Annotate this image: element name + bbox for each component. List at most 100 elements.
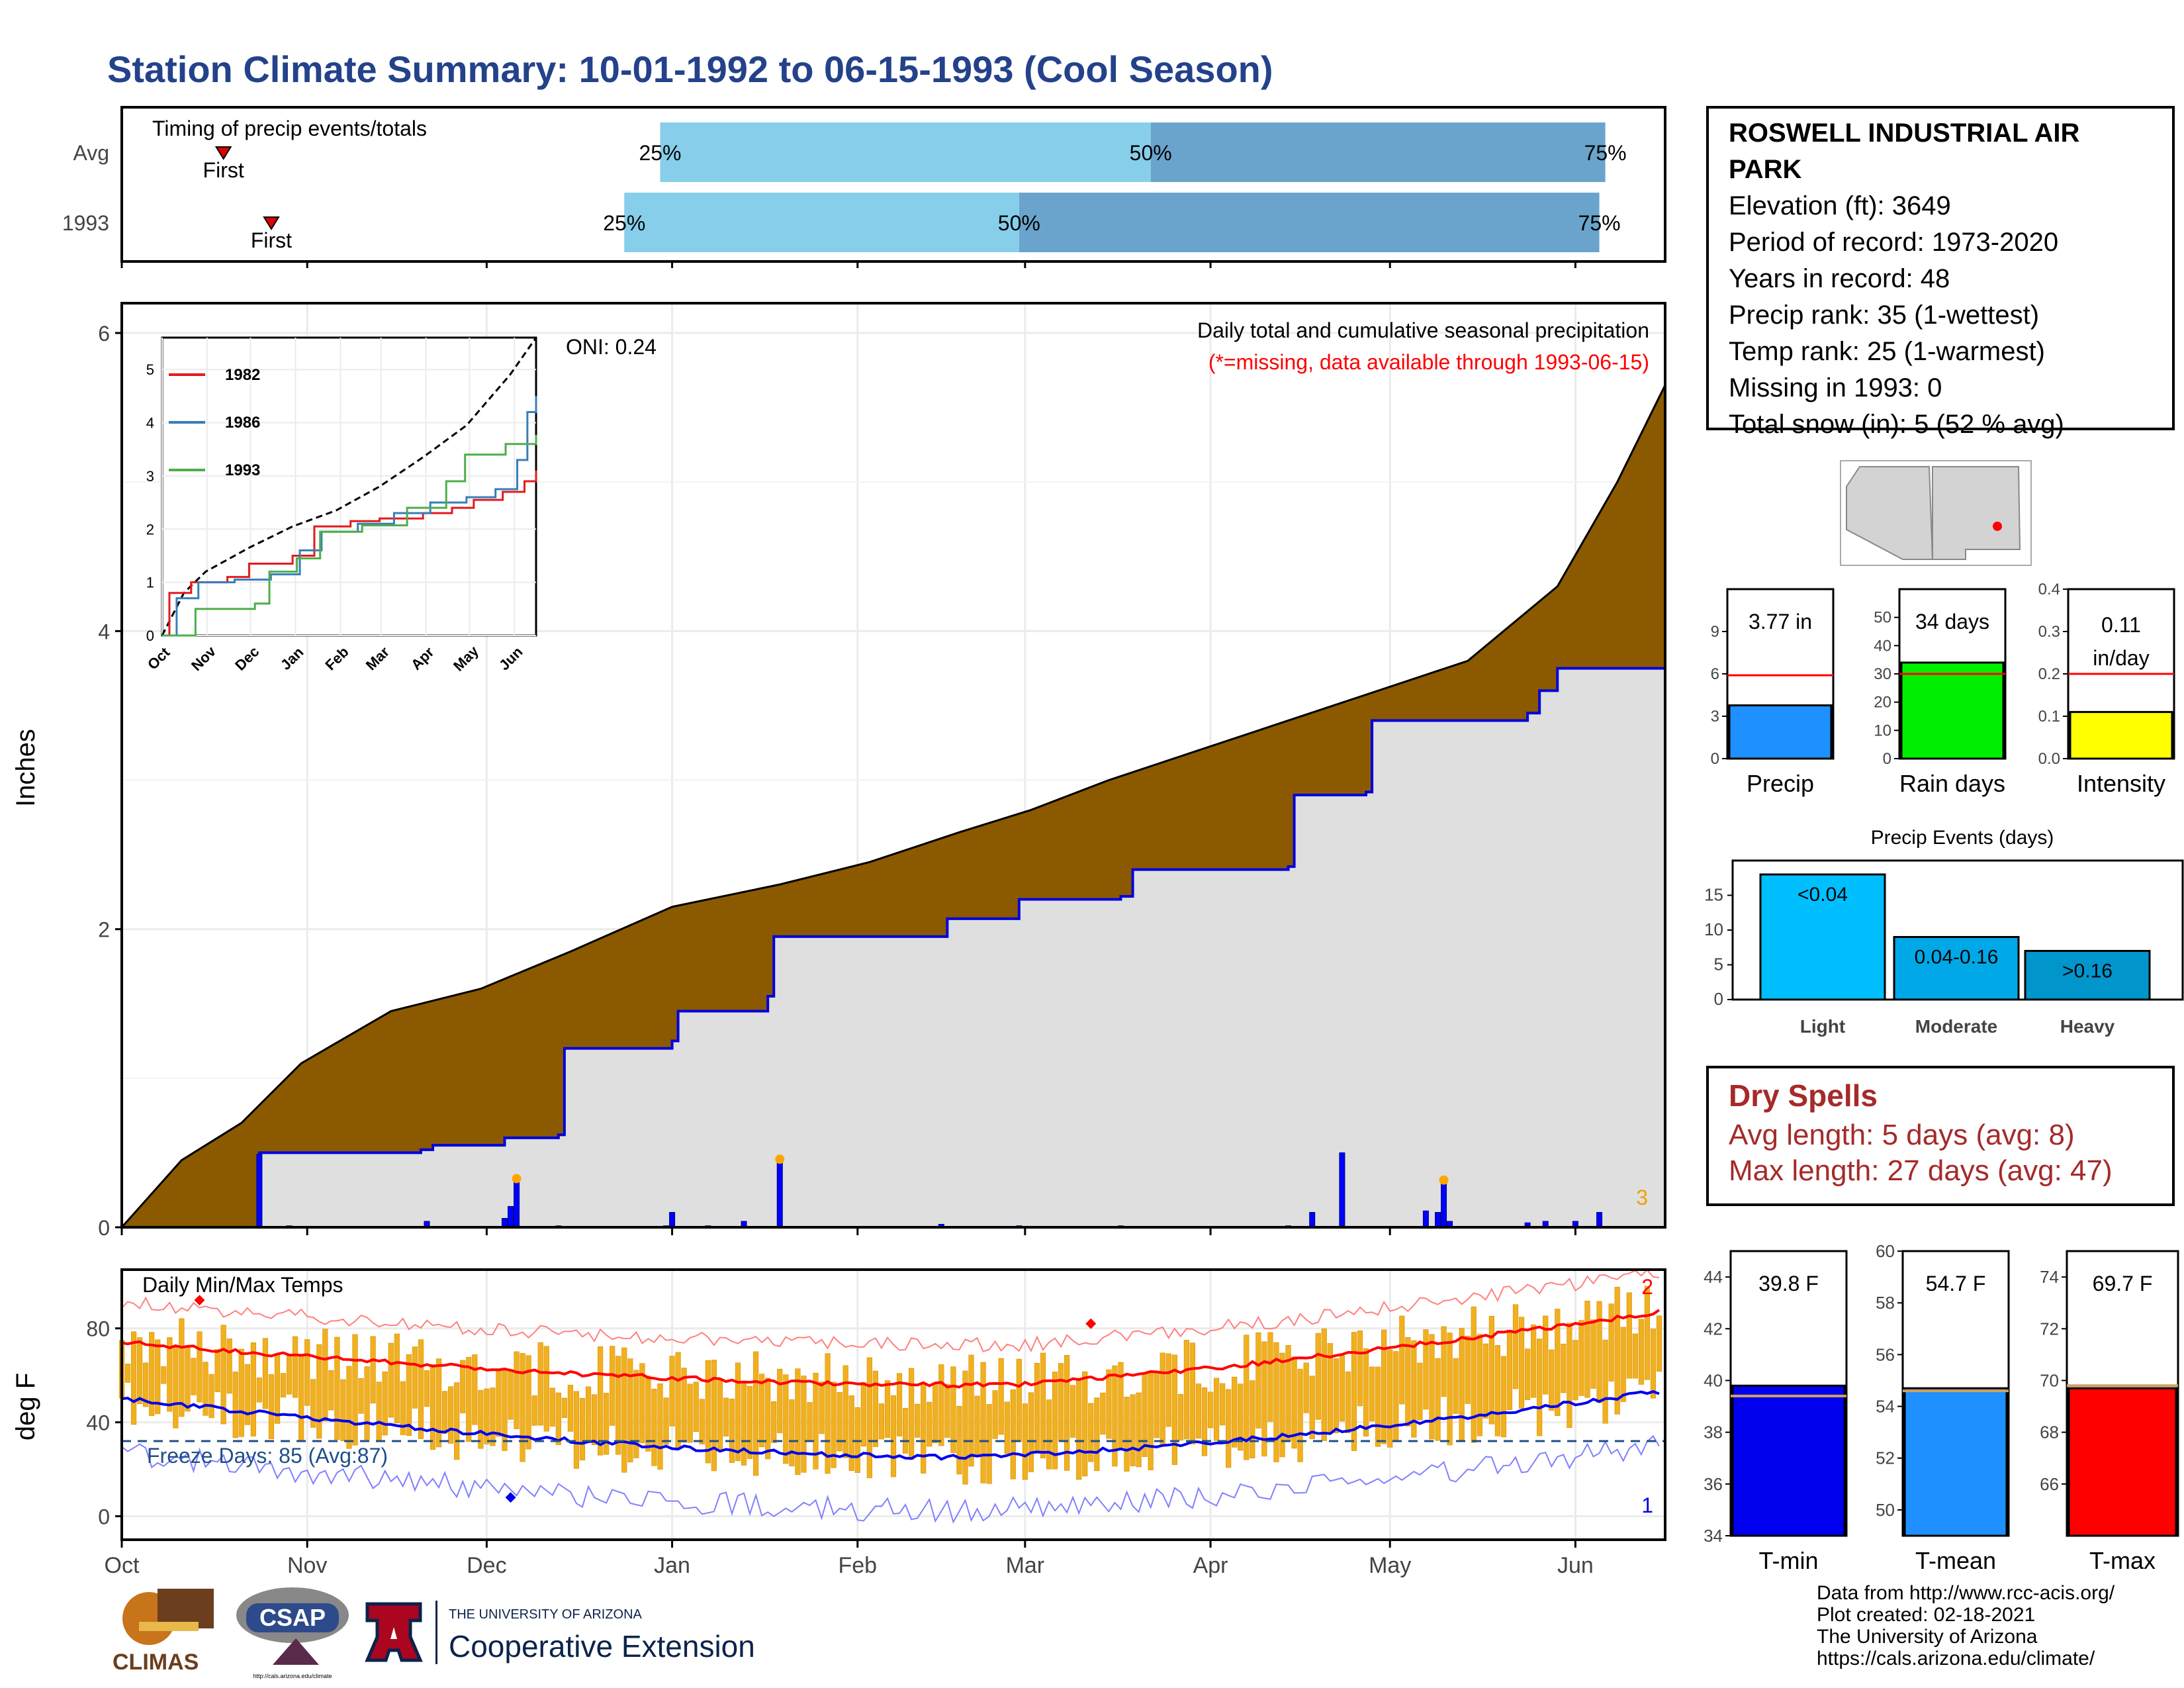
small-bar-name: Intensity [2077, 770, 2165, 797]
daily-temp-bar [1590, 1319, 1596, 1389]
daily-temp-bar [1070, 1385, 1076, 1438]
temp-bar-value-label: 54.7 F [1926, 1272, 1986, 1295]
temp-bar-tick-label: 72 [2040, 1319, 2059, 1338]
credit-plot-created: Plot created: 02-18-2021 [1817, 1604, 2036, 1626]
small-bar-tick-label: 30 [1874, 665, 1891, 683]
month-label: Dec [467, 1553, 506, 1578]
daily-temp-bar [1250, 1380, 1255, 1458]
event-bar-Light [1759, 873, 1886, 1001]
event-bar-label: >0.16 [2062, 961, 2113, 982]
daily-temp-bar [191, 1358, 197, 1395]
daily-temp-bar [364, 1366, 370, 1440]
daily-temp-bar [645, 1376, 651, 1452]
daily-temp-bar [974, 1395, 980, 1455]
daily-temp-bar [1441, 1326, 1447, 1397]
daily-temp-bar [1549, 1349, 1555, 1411]
daily-temp-bar [280, 1373, 287, 1397]
daily-temp-bar [1177, 1393, 1183, 1440]
small-bar-tick-label: 0.1 [2038, 708, 2060, 726]
snow-marker [1439, 1175, 1449, 1185]
csap-logo: CSAP http://cals.arizona.edu/climate [236, 1587, 349, 1679]
record-low-marker [505, 1492, 516, 1503]
inset-frame [161, 336, 537, 637]
daily-temp-bar [1638, 1319, 1644, 1385]
daily-temp-bar [1429, 1334, 1435, 1440]
daily-temp-bar [933, 1383, 938, 1444]
daily-temp-bar [591, 1394, 598, 1446]
first-event-label: First [251, 228, 292, 252]
temp-ytick-label: 0 [98, 1505, 110, 1529]
inset-legend-label: 1986 [225, 414, 260, 432]
daily-temp-bar [1064, 1355, 1070, 1471]
daily-temp-bar [1602, 1339, 1608, 1424]
oni-value: ONI: 0.24 [566, 335, 657, 359]
daily-temp-bar [502, 1368, 508, 1451]
daily-temp-bar [1106, 1369, 1112, 1439]
small-bar-tick-label: 6 [1711, 665, 1719, 683]
daily-temp-bar [460, 1360, 466, 1413]
temp-bar-name: T-mean [1915, 1547, 1996, 1574]
precip-ytick-label: 0 [98, 1216, 110, 1240]
daily-temp-bar [1482, 1343, 1488, 1419]
daily-temp-bar [1154, 1371, 1160, 1438]
daily-temp-bar [1632, 1333, 1638, 1379]
daily-temp-bar [316, 1344, 322, 1439]
daily-temp-bar [370, 1336, 376, 1404]
inset-ytick-label: 0 [146, 628, 154, 644]
daily-temp-bar [909, 1368, 915, 1460]
daily-temp-bar [472, 1354, 478, 1425]
daily-temp-bar [466, 1356, 472, 1442]
small-bar-tick-label: 0.3 [2038, 623, 2060, 641]
events-title: Precip Events (days) [1871, 827, 2054, 849]
daily-temp-bar [298, 1356, 304, 1442]
temp-panel-label: Daily Min/Max Temps [142, 1273, 343, 1297]
daily-temp-bar [604, 1393, 610, 1455]
temp-ytick-label: 80 [86, 1317, 110, 1341]
inset-ytick-label: 2 [146, 521, 154, 538]
daily-temp-bar [1201, 1387, 1208, 1456]
daily-temp-bar [322, 1329, 328, 1422]
daily-temp-bar [1028, 1392, 1034, 1472]
daily-temp-bar [699, 1399, 705, 1445]
timing-label: Timing of precip events/totals [152, 117, 427, 140]
small-bar-tick-label: 50 [1874, 609, 1891, 627]
daily-temp-bar [1494, 1345, 1501, 1436]
daily-temp-bar [1644, 1286, 1650, 1380]
daily-temp-bar [1136, 1392, 1142, 1468]
small-bar-tick-label: 10 [1874, 722, 1891, 739]
daily-temp-bar [753, 1351, 759, 1476]
month-label: Oct [105, 1553, 140, 1578]
daily-temp-bar [1351, 1332, 1357, 1451]
temp-bar-value-label: 69.7 F [2093, 1272, 2153, 1295]
temp-bar-tick-label: 54 [1876, 1397, 1895, 1417]
dry-spells-box: Dry Spells Avg length: 5 days (avg: 8) M… [1706, 1066, 2175, 1206]
temperature-panel: deg F 0 40 80 Oct Nov Dec Jan Feb Mar Apr May Jun D… [11, 1268, 1666, 1578]
daily-temp-bar [1255, 1332, 1261, 1429]
snow-marker [775, 1154, 785, 1164]
daily-temp-bar [1626, 1292, 1632, 1379]
inset-line-1986 [162, 396, 537, 637]
precip-panel: Inches 0 2 4 6 Daily total and cumulative s… [11, 302, 1666, 1240]
precip-ytick-label: 6 [98, 322, 110, 346]
month-label: Nov [287, 1553, 327, 1578]
dry-spells-title: Dry Spells [1729, 1078, 1878, 1113]
daily-temp-bar [430, 1364, 436, 1450]
ua-name: THE UNIVERSITY OF ARIZONA [449, 1607, 642, 1622]
daily-temp-bar [1195, 1383, 1202, 1439]
temp-ytick-label: 40 [86, 1411, 110, 1435]
daily-temp-bar [968, 1354, 974, 1467]
daily-temp-bar [124, 1364, 131, 1383]
daily-temp-bar [615, 1356, 621, 1455]
page-title: Station Climate Summary: 10-01-1992 to 0… [107, 48, 1273, 90]
daily-temp-bar [1399, 1315, 1405, 1405]
event-bar-name: Heavy [2060, 1016, 2115, 1037]
daily-temp-bar [1082, 1371, 1088, 1477]
daily-temp-bar [250, 1342, 256, 1436]
daily-temp-bar [956, 1405, 962, 1475]
daily-temp-bar [1297, 1368, 1303, 1462]
temp-bar-tick-label: 52 [1876, 1448, 1895, 1468]
station-snow: Total snow (in): 5 (52 % avg) [1729, 410, 2064, 439]
daily-temp-bar [1016, 1358, 1022, 1442]
daily-temp-bar [884, 1380, 891, 1438]
daily-temp-bar [651, 1388, 657, 1466]
